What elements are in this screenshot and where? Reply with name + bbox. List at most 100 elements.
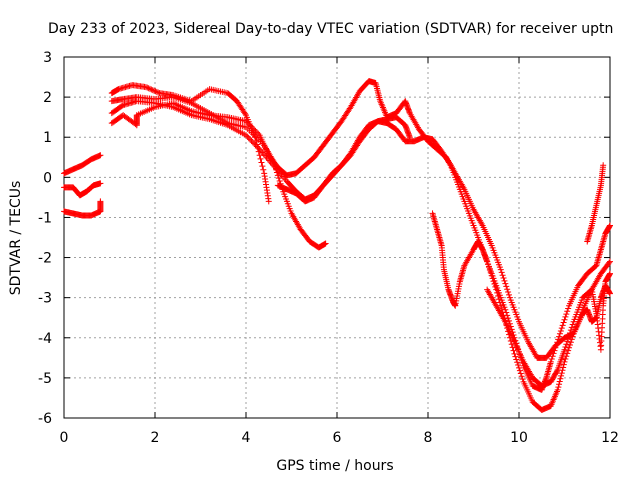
data-point-marker: [556, 378, 563, 385]
data-point-marker: [446, 160, 453, 167]
data-point-marker: [97, 152, 104, 159]
series-arc-6: [108, 98, 413, 203]
data-point-marker: [253, 143, 260, 150]
data-point-marker: [567, 339, 574, 346]
data-point-marker: [517, 370, 524, 377]
data-point-marker: [244, 119, 251, 126]
data-point-marker: [567, 327, 574, 334]
y-tick-label: -6: [38, 411, 52, 427]
data-point-marker: [251, 140, 258, 147]
y-tick-label: -5: [38, 371, 52, 387]
data-point-marker: [505, 289, 512, 296]
data-point-marker: [253, 129, 260, 136]
data-point-marker: [249, 125, 256, 132]
data-point-marker: [516, 364, 522, 371]
data-point-marker: [563, 311, 570, 318]
data-point-marker: [503, 309, 510, 316]
series-arc-10: [484, 270, 613, 389]
data-point-marker: [551, 347, 558, 354]
x-tick-label: 4: [242, 430, 251, 446]
data-point-marker: [97, 198, 104, 205]
data-point-marker: [561, 346, 568, 353]
data-point-marker: [243, 118, 249, 125]
data-point-marker: [600, 162, 607, 169]
data-point-marker: [607, 270, 613, 277]
data-point-marker: [502, 306, 509, 313]
y-tick-label: 0: [43, 170, 52, 186]
data-point-marker: [566, 344, 573, 351]
data-point-marker: [276, 177, 283, 184]
data-point-marker: [242, 110, 249, 117]
data-point-marker: [252, 142, 259, 149]
data-point-marker: [503, 283, 510, 290]
data-point-marker: [252, 128, 259, 135]
data-point-marker: [510, 347, 517, 354]
data-point-marker: [553, 341, 560, 348]
y-tick-label: 3: [43, 50, 52, 66]
data-point-marker: [568, 336, 575, 343]
data-point-marker: [152, 88, 159, 95]
data-point-marker: [499, 272, 506, 279]
data-point-marker: [265, 198, 272, 205]
y-tick-label: 2: [43, 90, 52, 106]
data-point-marker: [346, 105, 353, 112]
series-arc-4: [108, 82, 272, 205]
data-point-marker: [558, 325, 565, 332]
y-tick-label: -4: [38, 331, 52, 347]
data-point-marker: [146, 85, 153, 92]
chart-title: Day 233 of 2023, Sidereal Day-to-day VTE…: [48, 21, 613, 37]
series-arc-2: [61, 180, 104, 199]
data-point-marker: [255, 144, 262, 151]
data-point-marker: [144, 84, 151, 91]
data-point-marker: [511, 350, 518, 357]
x-axis-label: GPS time / hours: [276, 458, 393, 474]
y-tick-label: 1: [43, 130, 52, 146]
data-point-marker: [515, 362, 522, 369]
data-point-marker: [547, 358, 554, 365]
data-point-marker: [548, 356, 555, 363]
data-point-marker: [565, 335, 572, 342]
data-point-marker: [557, 327, 564, 334]
data-point-marker: [153, 88, 160, 95]
data-point-marker: [516, 367, 523, 374]
x-tick-label: 0: [60, 430, 69, 446]
data-point-marker: [507, 323, 514, 330]
data-point-marker: [505, 317, 512, 324]
data-point-marker: [502, 280, 509, 287]
data-point-marker: [558, 372, 565, 379]
data-point-marker: [97, 180, 104, 187]
data-point-marker: [566, 329, 573, 336]
x-tick-label: 10: [510, 430, 528, 446]
data-point-marker: [151, 87, 158, 94]
data-point-marker: [149, 87, 156, 94]
data-point-marker: [554, 386, 561, 393]
data-point-marker: [245, 135, 252, 142]
data-point-marker: [501, 277, 508, 284]
y-axis-label: SDTVAR / TECUs: [8, 181, 24, 296]
data-point-marker: [607, 290, 613, 297]
series-arc-7: [108, 78, 613, 361]
data-point-marker: [560, 361, 567, 368]
data-point-marker: [119, 102, 126, 109]
data-point-marker: [562, 356, 569, 363]
data-point-marker: [558, 370, 565, 377]
data-point-marker: [559, 322, 566, 329]
series-arc-1: [61, 152, 104, 177]
data-point-marker: [142, 84, 149, 91]
data-point-marker: [505, 291, 512, 298]
series-arc-9: [429, 210, 613, 393]
data-point-marker: [251, 126, 258, 133]
data-point-marker: [500, 275, 507, 282]
data-point-marker: [553, 368, 560, 375]
data-point-marker: [555, 336, 562, 343]
data-point-marker: [498, 269, 505, 276]
data-point-marker: [245, 120, 252, 127]
data-point-marker: [258, 159, 265, 166]
data-point-marker: [155, 89, 162, 96]
data-point-marker: [256, 152, 263, 159]
data-point-marker: [148, 86, 155, 93]
data-point-marker: [249, 139, 256, 146]
y-tick-label: -3: [38, 291, 52, 307]
